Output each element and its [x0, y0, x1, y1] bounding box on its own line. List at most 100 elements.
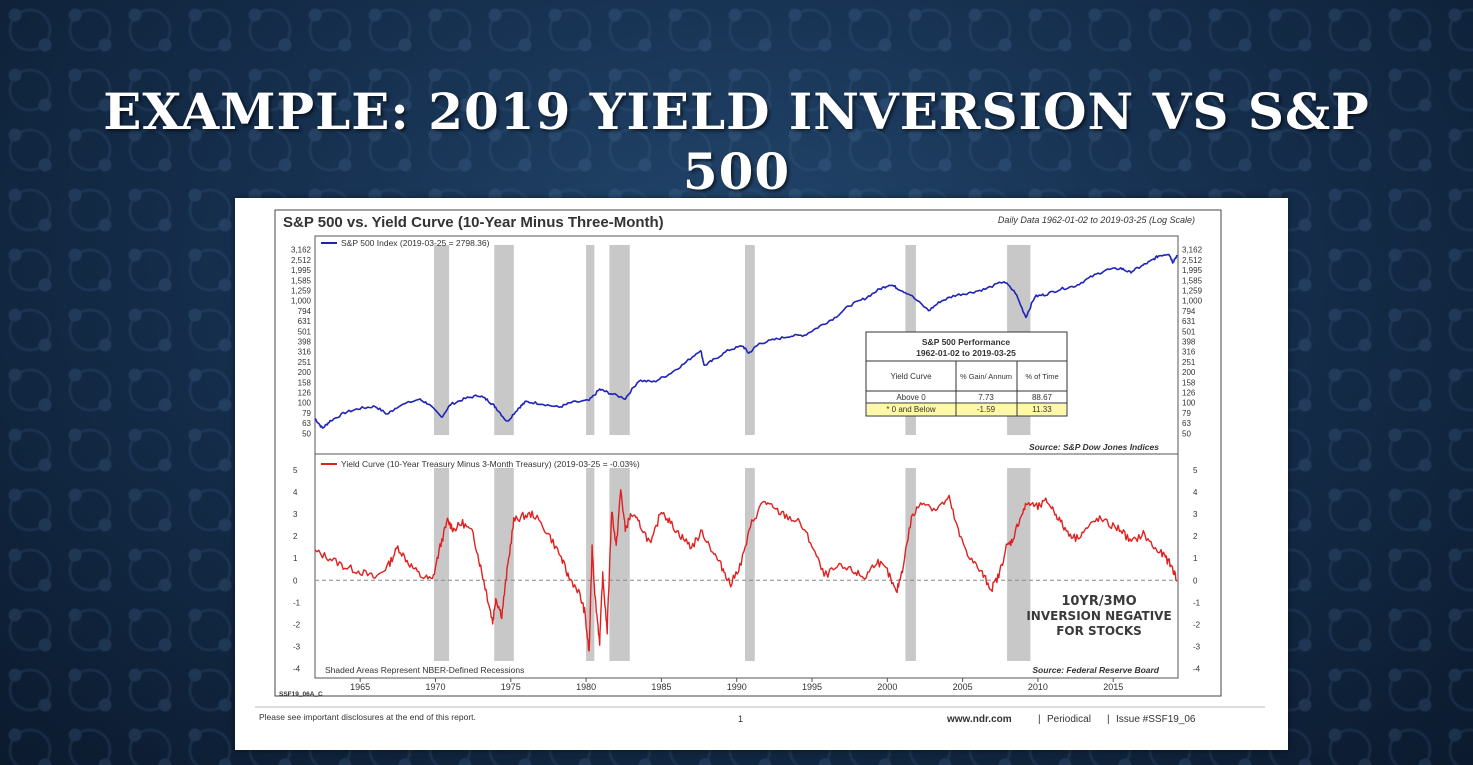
footer-separator-1: | — [1038, 714, 1041, 725]
bottom-y-tick-right-3: 2 — [1193, 532, 1198, 541]
top-y-tick-right-2: 1,995 — [1182, 266, 1203, 275]
chart-subtitle: Daily Data 1962-01-02 to 2019-03-25 (Log… — [998, 215, 1195, 225]
recession-band-bottom-4 — [744, 468, 755, 661]
table-row2-time: 11.33 — [1032, 405, 1052, 414]
bottom-y-tick-left-5: 0 — [293, 576, 298, 585]
bottom-y-tick-left-0: 5 — [293, 466, 298, 475]
table-header-line2: 1962-01-02 to 2019-03-25 — [916, 348, 1016, 358]
top-y-tick-left-2: 1,995 — [291, 266, 312, 275]
footer-periodical: Periodical — [1047, 714, 1091, 725]
slide-title: EXAMPLE: 2019 YIELD INVERSION VS S&P 500 — [103, 82, 1370, 201]
top-y-tick-right-3: 1,585 — [1182, 276, 1203, 285]
y-ticks-right: 3,1622,5121,9951,5851,2591,0007946315013… — [1182, 246, 1203, 439]
callout-line1: 10YR/3MO — [1061, 594, 1136, 609]
top-y-tick-left-4: 1,259 — [291, 287, 312, 296]
callout-line2: INVERSION NEGATIVE — [1026, 609, 1171, 623]
footer-site-link[interactable]: www.ndr.com — [946, 714, 1012, 725]
bottom-y-tick-left-3: 2 — [293, 532, 298, 541]
top-y-tick-right-8: 501 — [1182, 327, 1196, 336]
bottom-y-tick-right-8: -3 — [1193, 643, 1201, 652]
top-y-tick-left-14: 126 — [298, 388, 312, 397]
x-tick-2010: 2010 — [1028, 682, 1048, 692]
bottom-y-tick-right-6: -1 — [1193, 598, 1201, 607]
bottom-source: Source: Federal Reserve Board — [1032, 665, 1159, 675]
recession-band-bottom-3 — [609, 468, 630, 661]
bottom-y-tick-right-9: -4 — [1193, 665, 1201, 674]
top-y-tick-right-15: 100 — [1182, 399, 1196, 408]
top-y-tick-left-5: 1,000 — [291, 297, 312, 306]
top-y-tick-left-13: 158 — [298, 378, 312, 387]
recession-band-bottom-5 — [905, 468, 916, 661]
footer-page-number: 1 — [738, 714, 743, 724]
top-y-tick-right-7: 631 — [1182, 317, 1196, 326]
chart-frame — [274, 209, 1222, 697]
x-tick-1985: 1985 — [651, 682, 671, 692]
bottom-y-tick-right-7: -2 — [1193, 620, 1201, 629]
recession-band-bottom-2 — [586, 468, 595, 661]
top-y-tick-left-16: 79 — [302, 409, 311, 418]
inversion-callout: 10YR/3MO INVERSION NEGATIVE FOR STOCKS — [1026, 594, 1171, 638]
bottom-y-tick-right-2: 3 — [1193, 510, 1198, 519]
recession-bands-bottom — [433, 468, 1031, 661]
top-y-tick-right-4: 1,259 — [1182, 287, 1203, 296]
footer-separator-2: | — [1107, 714, 1110, 725]
x-tick-2000: 2000 — [877, 682, 897, 692]
table-row2-label: * 0 and Below — [886, 405, 936, 414]
top-y-tick-left-8: 501 — [298, 327, 312, 336]
bottom-y-tick-right-4: 1 — [1193, 554, 1198, 563]
chart-title: S&P 500 vs. Yield Curve (10-Year Minus T… — [283, 214, 664, 231]
table-col-yield-curve: Yield Curve — [890, 372, 932, 381]
top-y-tick-left-3: 1,585 — [291, 276, 312, 285]
table-col-gain: % Gain/ Annum — [960, 372, 1012, 381]
yield-curve-series-line — [314, 489, 1178, 652]
table-col-time: % of Time — [1025, 372, 1058, 381]
y-ticks-right-bottom: 5 4 3 2 1 0 -1 -2 -3 -4 — [1193, 466, 1201, 674]
recession-band-top-2 — [586, 245, 595, 435]
bottom-y-tick-right-0: 5 — [1193, 466, 1198, 475]
x-tick-2005: 2005 — [953, 682, 973, 692]
top-y-tick-right-18: 50 — [1182, 429, 1191, 438]
chart-figure: S&P 500 vs. Yield Curve (10-Year Minus T… — [235, 198, 1288, 750]
callout-line3: FOR STOCKS — [1056, 624, 1142, 638]
top-y-tick-left-6: 794 — [298, 307, 312, 316]
y-ticks-left-bottom: 5 4 3 2 1 0 -1 -2 -3 -4 — [293, 466, 301, 674]
bottom-y-tick-left-1: 4 — [293, 488, 298, 497]
top-y-tick-right-13: 158 — [1182, 378, 1196, 387]
top-y-tick-right-10: 316 — [1182, 348, 1196, 357]
recession-band-bottom-1 — [494, 468, 514, 661]
table-row1-gain: 7.73 — [978, 393, 994, 402]
chart-canvas: S&P 500 vs. Yield Curve (10-Year Minus T… — [255, 209, 1265, 725]
recession-band-top-3 — [609, 245, 630, 435]
bottom-y-tick-right-1: 4 — [1193, 488, 1198, 497]
bottom-y-tick-left-6: -1 — [293, 598, 301, 607]
top-y-tick-right-6: 794 — [1182, 307, 1196, 316]
x-tick-1975: 1975 — [501, 682, 521, 692]
top-y-tick-left-7: 631 — [298, 317, 312, 326]
top-y-tick-right-1: 2,512 — [1182, 256, 1203, 265]
table-header-line1: S&P 500 Performance — [922, 337, 1010, 347]
sp500-series-line — [314, 253, 1178, 429]
bottom-y-tick-right-5: 0 — [1193, 576, 1198, 585]
table-row1-label: Above 0 — [896, 393, 926, 402]
recession-band-bottom-6 — [1007, 468, 1031, 661]
x-tick-1970: 1970 — [425, 682, 445, 692]
recession-band-top-1 — [494, 245, 514, 435]
top-y-tick-left-17: 63 — [302, 419, 311, 428]
top-y-tick-left-15: 100 — [298, 399, 312, 408]
recession-band-bottom-0 — [433, 468, 450, 661]
top-y-tick-right-12: 200 — [1182, 368, 1196, 377]
x-tick-1965: 1965 — [350, 682, 370, 692]
top-y-tick-left-1: 2,512 — [291, 256, 312, 265]
performance-table: S&P 500 Performance 1962-01-02 to 2019-0… — [865, 331, 1068, 417]
bottom-panel-frame — [314, 453, 1179, 679]
bottom-y-tick-left-7: -2 — [293, 620, 301, 629]
bottom-y-tick-left-8: -3 — [293, 643, 301, 652]
top-y-tick-left-11: 251 — [298, 358, 312, 367]
top-y-tick-right-0: 3,162 — [1182, 246, 1203, 255]
top-y-tick-left-10: 316 — [298, 348, 312, 357]
top-y-tick-right-14: 126 — [1182, 388, 1196, 397]
top-y-tick-left-0: 3,162 — [291, 246, 312, 255]
x-axis-ticks: 1965 1970 1975 1980 1985 1990 1995 2000 2005 2010… — [350, 678, 1123, 692]
top-y-tick-left-18: 50 — [302, 429, 311, 438]
